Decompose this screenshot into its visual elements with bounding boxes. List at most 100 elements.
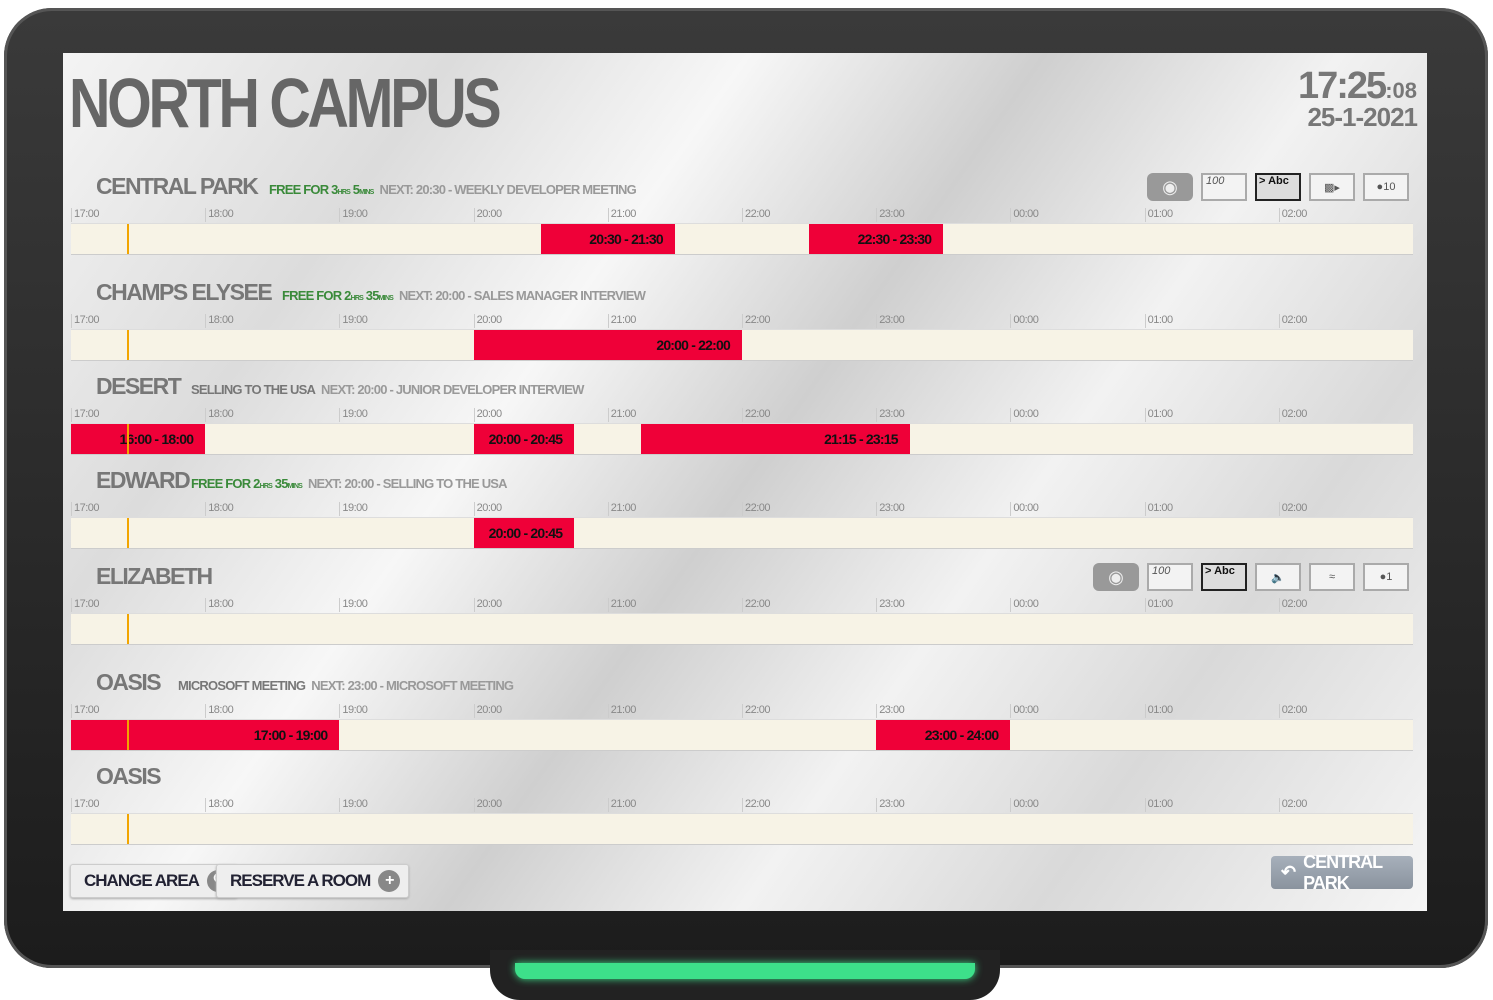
timeline-tick: 21:00: [607, 798, 636, 812]
timeline-tick: 00:00: [1010, 208, 1039, 222]
current-time-line: [126, 424, 129, 454]
timeline-tick: 00:00: [1010, 598, 1039, 612]
status-text: FREE FOR 3: [269, 182, 338, 197]
timeline-tick: 17:00: [71, 798, 100, 812]
current-time-line: [126, 614, 129, 644]
amenity-icons: ◉ 100 > Abc ▩▸ ● 10: [1147, 173, 1409, 201]
display-icon: > Abc: [1255, 173, 1301, 201]
timeline-tick: 00:00: [1010, 704, 1039, 718]
timeline-tick: 19:00: [339, 314, 368, 328]
status-minutes: 35: [271, 476, 289, 491]
timeline-tick: 17:00: [71, 208, 100, 222]
timeline-bar[interactable]: 17:00 - 19:00 23:00 - 24:00: [71, 719, 1413, 751]
timeline-tick: 20:00: [473, 502, 502, 516]
whiteboard-label: 100: [1206, 175, 1225, 187]
booking-block[interactable]: 20:00 - 20:45: [473, 424, 575, 454]
room-status: SELLING TO THE USA NEXT: 20:00 - JUNIOR D…: [191, 382, 584, 397]
booking-block[interactable]: 16:00 - 18:00: [71, 424, 206, 454]
back-label: CENTRAL PARK: [1303, 851, 1383, 893]
timeline-tick: 20:00: [473, 704, 502, 718]
timeline-tick: 22:00: [742, 408, 771, 422]
next-meeting: NEXT: 20:00 - SELLING TO THE USA: [307, 476, 508, 491]
booking-block[interactable]: 17:00 - 19:00: [71, 720, 340, 750]
status-led: [515, 963, 975, 979]
timeline-tick: 22:00: [742, 598, 771, 612]
reserve-room-button[interactable]: RESERVE A ROOM +: [216, 864, 410, 898]
timeline-tick: 22:00: [742, 208, 771, 222]
room-name[interactable]: OASIS: [96, 763, 162, 789]
timeline-tick: 19:00: [339, 704, 368, 718]
booking-block[interactable]: 22:30 - 23:30: [809, 224, 944, 254]
timeline-tick: 18:00: [205, 502, 234, 516]
change-area-button[interactable]: CHANGE AREA⚲: [70, 864, 238, 898]
capacity-label: 1: [1386, 571, 1393, 583]
back-arrow-icon: ↶: [1281, 862, 1296, 882]
booking-block[interactable]: 20:00 - 20:45: [473, 518, 575, 548]
timeline-tick: 23:00: [876, 798, 905, 812]
current-time-line: [126, 330, 129, 360]
timeline-bar[interactable]: 20:00 - 22:00: [71, 329, 1413, 361]
wifi-icon: ≈: [1309, 563, 1355, 591]
timeline-bar[interactable]: 16:00 - 18:00 20:00 - 20:45 21:15 - 23:15: [71, 423, 1413, 455]
timeline-tick: 17:00: [71, 598, 100, 612]
timeline-tick: 22:00: [742, 798, 771, 812]
timeline-tick: 23:00: [876, 408, 905, 422]
room-name[interactable]: ELIZABETH: [96, 563, 213, 589]
timeline-tick: 21:00: [607, 314, 636, 328]
timeline-tick: 20:00: [473, 314, 502, 328]
projector-icon: ◉: [1093, 563, 1139, 591]
whiteboard-icon: 100: [1201, 173, 1247, 201]
timeline-tick: 22:00: [742, 314, 771, 328]
back-to-room-button[interactable]: ↶ CENTRAL PARK: [1271, 852, 1413, 893]
clock: 17:25:08 25-1-2021: [1298, 65, 1418, 133]
plus-icon: +: [378, 870, 401, 892]
booking-block[interactable]: 23:00 - 24:00: [876, 720, 1011, 750]
timeline-tick: 02:00: [1278, 598, 1307, 612]
status-text: SELLING TO THE USA: [191, 382, 316, 397]
next-meeting: NEXT: 20:30 - WEEKLY DEVELOPER MEETING: [379, 182, 637, 197]
room-status: MICROSOFT MEETING NEXT: 23:00 - MICROSOFT…: [178, 678, 514, 693]
status-unit: MINS: [287, 483, 303, 490]
room-name[interactable]: CHAMPS ELYSEE: [96, 279, 273, 305]
video-camera-icon: ▩▸: [1309, 173, 1355, 201]
status-unit: HRS: [259, 483, 273, 490]
timeline-tick: 00:00: [1010, 798, 1039, 812]
clock-seconds: :08: [1385, 78, 1417, 103]
timeline-tick: 20:00: [473, 208, 502, 222]
status-unit: MINS: [378, 295, 394, 302]
timeline-tick: 01:00: [1144, 798, 1173, 812]
booking-block[interactable]: 21:15 - 23:15: [641, 424, 910, 454]
timeline-tick: 20:00: [473, 408, 502, 422]
timeline-bar[interactable]: [71, 613, 1413, 645]
current-time-line: [126, 814, 129, 844]
change-area-label: CHANGE AREA: [84, 871, 200, 890]
timeline-tick: 21:00: [607, 502, 636, 516]
page-title: NORTH CAMPUS: [69, 64, 502, 142]
amenity-icons: ◉ 100 > Abc 🔈 ≈ ● 1: [1093, 563, 1409, 591]
display-label: > Abc: [1205, 565, 1235, 577]
timeline-bar[interactable]: [71, 813, 1413, 845]
room-name[interactable]: EDWARD: [96, 467, 191, 493]
status-minutes: 5: [349, 182, 360, 197]
timeline-tick: 18:00: [205, 798, 234, 812]
timeline-tick: 00:00: [1010, 408, 1039, 422]
timeline-tick: 22:00: [742, 704, 771, 718]
whiteboard-icon: 100: [1147, 563, 1193, 591]
timeline-tick: 19:00: [339, 408, 368, 422]
room-name[interactable]: CENTRAL PARK: [96, 173, 259, 199]
timeline-tick: 20:00: [473, 598, 502, 612]
reserve-room-label: RESERVE A ROOM: [230, 871, 371, 890]
room-name[interactable]: DESERT: [96, 373, 182, 399]
booking-block[interactable]: 20:30 - 21:30: [540, 224, 675, 254]
timeline-bar[interactable]: 20:00 - 20:45: [71, 517, 1413, 549]
status-text: FREE FOR 2: [191, 476, 260, 491]
clock-date: 25-1-2021: [1307, 102, 1418, 132]
room-name[interactable]: OASIS: [96, 669, 162, 695]
timeline-tick: 18:00: [205, 314, 234, 328]
booking-block[interactable]: 20:00 - 22:00: [473, 330, 742, 360]
timeline-tick: 00:00: [1010, 314, 1039, 328]
timeline-bar[interactable]: 20:30 - 21:30 22:30 - 23:30: [71, 223, 1413, 255]
display-label: > Abc: [1259, 175, 1289, 187]
timeline-tick: 02:00: [1278, 314, 1307, 328]
timeline-tick: 21:00: [607, 408, 636, 422]
